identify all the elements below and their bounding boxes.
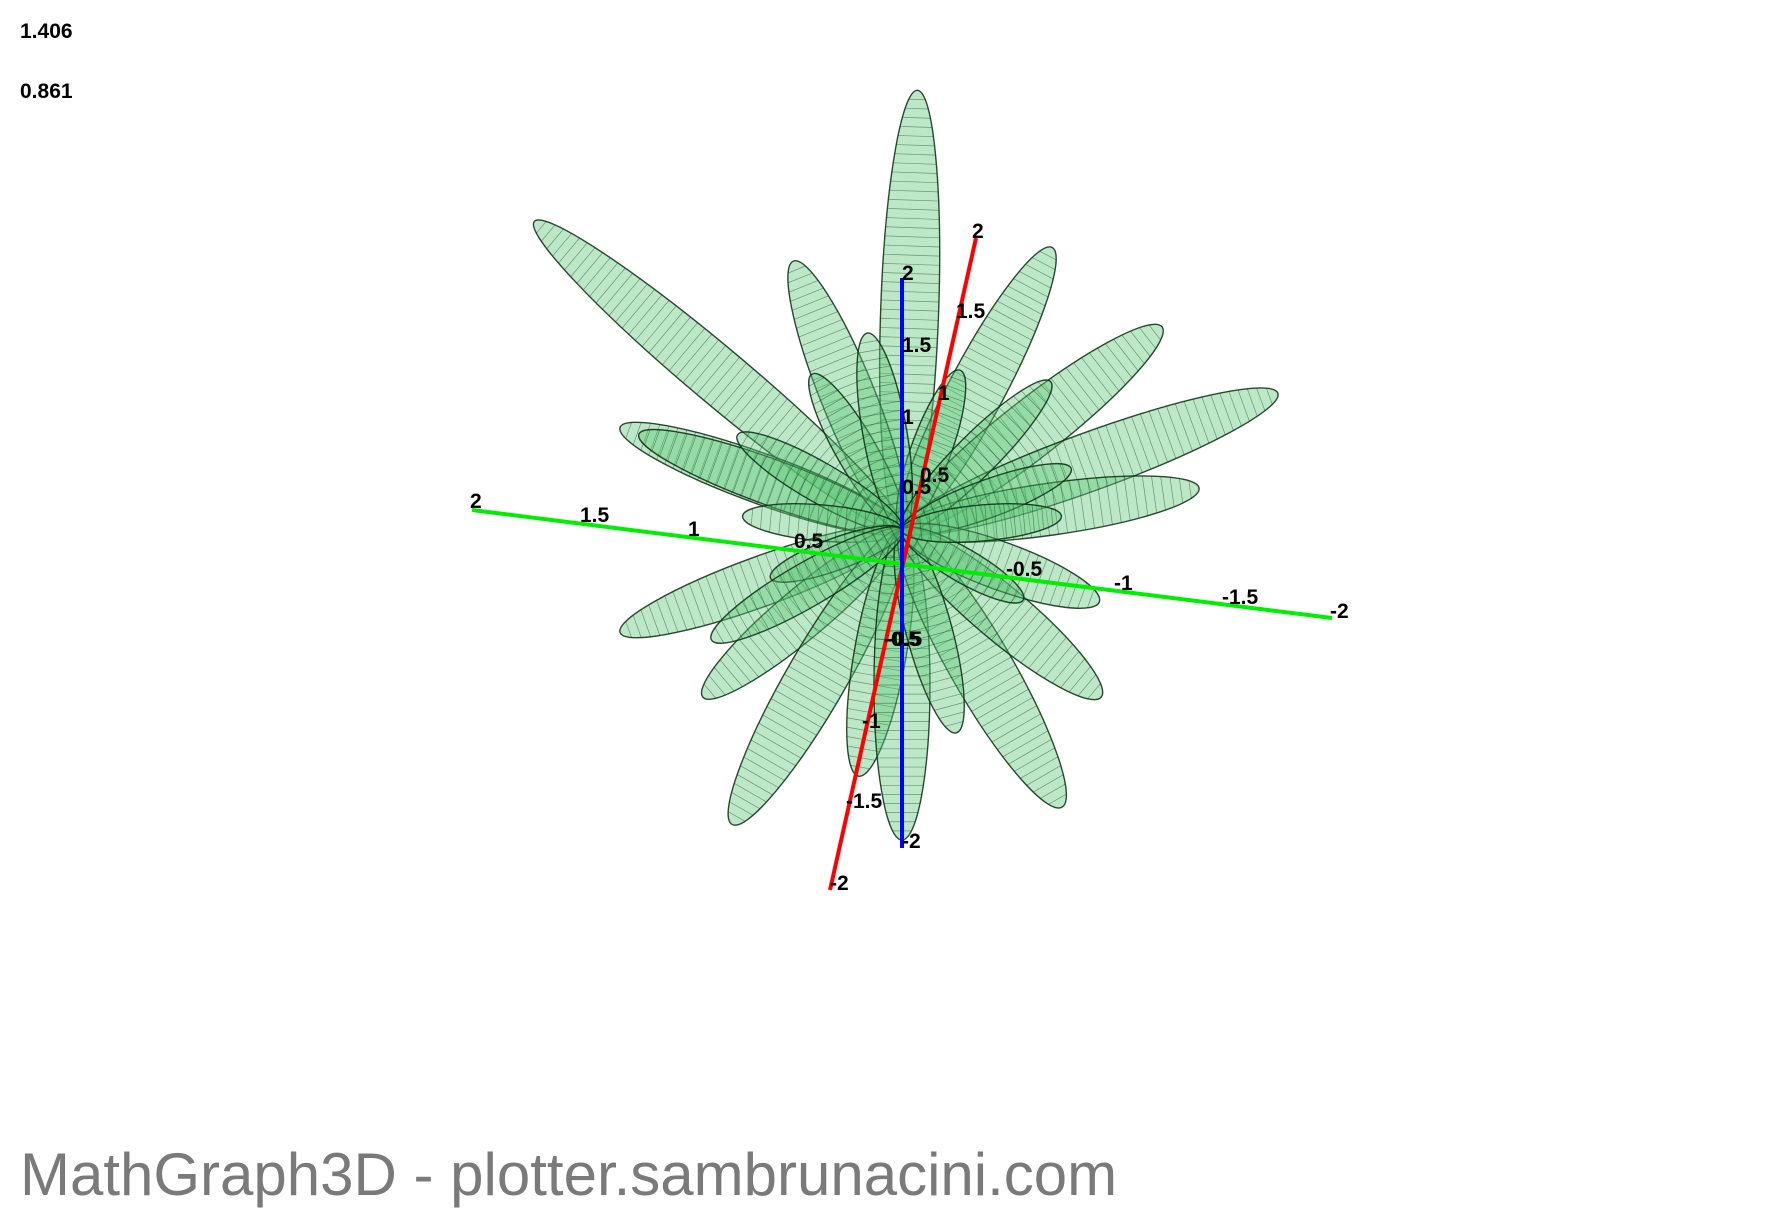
x-tick-label: -1 [862, 710, 881, 733]
y-tick-label: 1.5 [580, 504, 610, 527]
z-tick-label: 1.5 [902, 334, 932, 357]
x-tick-label: 1.5 [956, 300, 986, 323]
x-tick-label: 0.5 [920, 464, 950, 487]
surface-petal [901, 503, 1063, 543]
z-tick-label: 1 [902, 406, 914, 429]
x-tick-label: -2 [830, 872, 849, 895]
y-tick-label: 1 [688, 518, 700, 541]
z-tick-label: 2 [902, 262, 914, 285]
z-tick-label: 0.5 [902, 476, 932, 499]
x-tick-label: -1.5 [846, 790, 883, 813]
x-tick-label: 2 [972, 220, 984, 243]
z-tick-label: -2 [902, 830, 921, 853]
y-tick-label: 0.5 [794, 530, 824, 553]
y-tick-label: 2 [470, 490, 482, 513]
y-tick-label: -1 [1114, 572, 1133, 595]
surface-petal [901, 462, 1073, 536]
z-tick-label: -0.5 [886, 628, 923, 651]
surface-plot [532, 89, 1279, 841]
readout-value-2: 0.861 [20, 80, 73, 103]
watermark-text: MathGraph3D - plotter.sambrunacini.com [20, 1141, 1118, 1208]
x-tick-label: 1 [938, 382, 950, 405]
surface-petal [710, 526, 904, 644]
y-tick-label: -2 [1330, 600, 1349, 623]
y-tick-label: -0.5 [1006, 558, 1043, 581]
y-tick-label: -1.5 [1222, 586, 1259, 609]
x-tick-label: -0.5 [884, 628, 921, 651]
readout-value-1: 1.406 [20, 20, 73, 43]
